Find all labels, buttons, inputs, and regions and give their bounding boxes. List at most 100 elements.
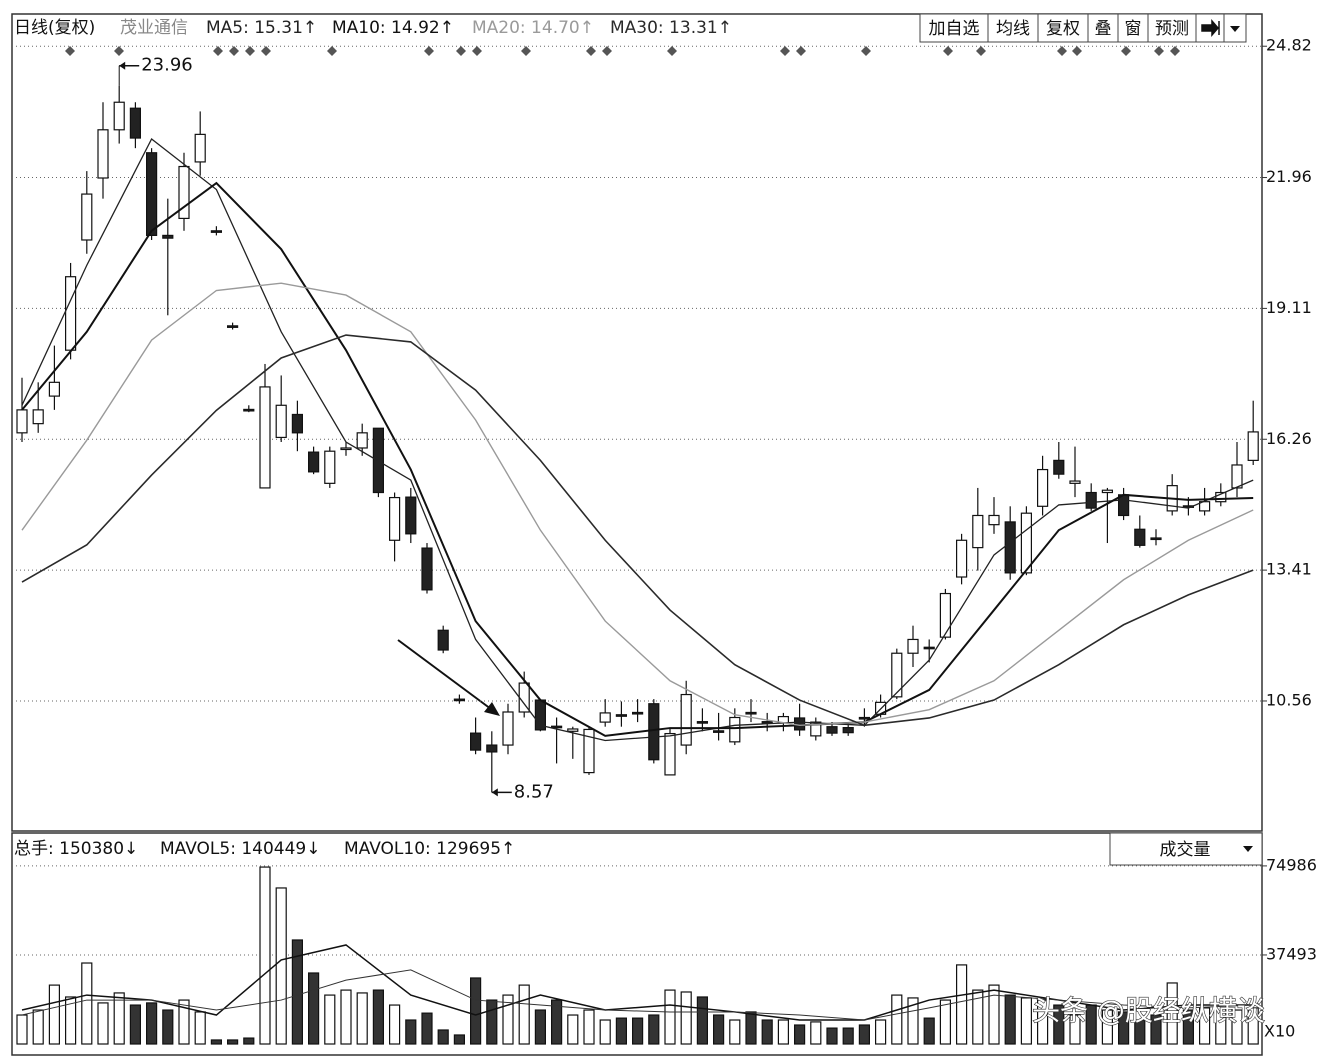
- candle-body: [1247, 431, 1259, 461]
- toolbar: 加自选 均线 复权叠窗预测: [919, 13, 1247, 43]
- toolbar-button[interactable]: [987, 13, 1039, 43]
- mavol-line: [21, 944, 1254, 1021]
- volume-bar: [453, 1034, 465, 1045]
- volume-bar: [939, 999, 952, 1045]
- toolbar-button[interactable]: [919, 13, 989, 43]
- candle-body: [291, 413, 303, 434]
- volume-bar: [308, 972, 320, 1045]
- candle-body: [1020, 512, 1033, 574]
- volume-bar: [1101, 1009, 1114, 1045]
- volume-bar: [340, 989, 352, 1045]
- candle-body: [826, 726, 838, 734]
- volume-bar: [891, 994, 903, 1045]
- candle-body: [275, 404, 287, 439]
- dropdown-icon[interactable]: [1230, 26, 1240, 32]
- volume-unit: X10: [1264, 1022, 1295, 1041]
- event-marker: [976, 46, 986, 56]
- volume-bar: [1134, 1019, 1146, 1045]
- candle-body: [502, 711, 514, 746]
- candle-body: [810, 721, 822, 737]
- candle-body: [696, 721, 709, 724]
- toolbar-button[interactable]: [1037, 13, 1089, 43]
- volume-bar: [162, 1009, 174, 1045]
- candle-body: [48, 381, 61, 397]
- toolbar-label[interactable]: 叠: [1095, 19, 1112, 39]
- event-marker: [245, 46, 255, 56]
- candle-body: [955, 539, 968, 578]
- stock-name: 茂业通信: [120, 18, 188, 38]
- y-tick-label: 13.41: [1266, 560, 1312, 579]
- event-marker: [424, 46, 434, 56]
- y-tick-label: 16.26: [1266, 429, 1312, 448]
- event-marker: [327, 46, 337, 56]
- volume-bar: [534, 1009, 547, 1045]
- volume-bar: [32, 1009, 44, 1045]
- candle-body: [81, 193, 93, 241]
- event-marker: [472, 46, 482, 56]
- event-marker: [114, 46, 124, 56]
- volume-bar: [324, 994, 336, 1045]
- legend-entry: MA20: 14.70↑: [472, 18, 594, 38]
- volume-bar: [907, 997, 919, 1045]
- toolbar-label[interactable]: 复权: [1046, 19, 1080, 39]
- volume-selector-label[interactable]: 成交量: [1160, 840, 1211, 860]
- volume-bar: [729, 1019, 741, 1045]
- ma-line: [21, 137, 1254, 742]
- candle-body: [389, 496, 401, 541]
- toolbar-label[interactable]: 预测: [1155, 19, 1189, 39]
- ma-line: [21, 334, 1254, 727]
- event-marker: [229, 46, 239, 56]
- volume-bar: [567, 1014, 579, 1045]
- toolbar-label[interactable]: 均线: [996, 19, 1030, 39]
- candle-body: [97, 129, 109, 179]
- chart-title: 日线(复权): [14, 18, 95, 38]
- volume-bar: [1004, 994, 1016, 1045]
- toolbar-label[interactable]: 窗: [1125, 19, 1142, 39]
- event-marker: [1154, 46, 1164, 56]
- volume-bar: [550, 999, 563, 1045]
- volume-bar: [227, 1039, 239, 1045]
- candle-body: [129, 107, 141, 139]
- dropdown-icon[interactable]: [1243, 846, 1253, 852]
- candle-body: [1101, 489, 1114, 494]
- candle-body: [210, 230, 222, 233]
- y-tick-label: 10.56: [1266, 690, 1312, 709]
- candle-body: [16, 409, 28, 434]
- ma-line: [21, 181, 1254, 737]
- y-tick-label: 19.11: [1266, 298, 1312, 317]
- candle-body: [583, 728, 595, 774]
- annotation-label: 8.57: [514, 781, 554, 802]
- event-marker: [667, 46, 677, 56]
- candle-body: [648, 703, 660, 761]
- candle-body: [453, 698, 465, 702]
- volume-bar: [1182, 1009, 1195, 1045]
- volume-bar: [664, 989, 676, 1045]
- jump-icon[interactable]: [1201, 18, 1220, 38]
- volume-bar: [874, 1019, 887, 1045]
- candle-body: [356, 432, 368, 449]
- candle-body: [308, 451, 320, 473]
- volume-bar: [955, 964, 968, 1045]
- volume-selector[interactable]: [1109, 832, 1263, 866]
- volume-bar: [842, 1027, 854, 1045]
- event-marker: [861, 46, 871, 56]
- volume-bar: [113, 992, 125, 1045]
- volume-bar: [502, 994, 514, 1045]
- toolbar-label[interactable]: 加自选: [929, 19, 980, 39]
- pointer-arrow: [397, 639, 496, 713]
- candle-body: [891, 652, 903, 698]
- candle-body: [842, 727, 854, 734]
- volume-bar: [486, 999, 498, 1045]
- volume-bar: [389, 1004, 401, 1045]
- volume-bar: [210, 1039, 222, 1045]
- mavol-line: [21, 969, 1254, 1021]
- candle-body: [907, 638, 919, 654]
- y-tick-label: 24.82: [1266, 36, 1312, 55]
- volume-bar: [518, 984, 530, 1045]
- volume-legend: MAVOL5: 140449↓: [160, 839, 320, 859]
- volume-bar: [615, 1017, 628, 1045]
- volume-bar: [372, 989, 384, 1045]
- candle-body: [972, 514, 984, 549]
- volume-bar: [858, 1024, 871, 1045]
